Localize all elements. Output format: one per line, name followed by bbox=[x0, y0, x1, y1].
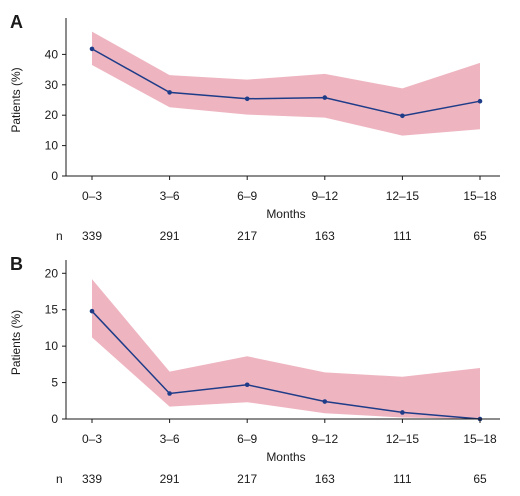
y-tick-label: 15 bbox=[45, 303, 59, 317]
n-value: 65 bbox=[473, 472, 487, 486]
y-axis-label: Patients (%) bbox=[9, 310, 23, 375]
x-tick-label: 12–15 bbox=[386, 432, 420, 446]
data-point bbox=[89, 46, 95, 52]
data-point bbox=[477, 98, 483, 104]
y-tick-label: 0 bbox=[51, 412, 58, 426]
y-tick-label: 10 bbox=[45, 339, 59, 353]
series-line bbox=[91, 310, 481, 420]
x-tick-label: 15–18 bbox=[463, 189, 497, 203]
n-value: 65 bbox=[473, 229, 487, 243]
y-tick-label: 5 bbox=[51, 376, 58, 390]
y-axis-label: Patients (%) bbox=[9, 67, 23, 132]
x-axis-label: Months bbox=[266, 450, 305, 464]
chart-panel-a: 0 10 20 30 40 0–3 3–6 6–9 9–12 12–15 15–18 Months Pa… bbox=[9, 12, 500, 243]
n-value: 217 bbox=[237, 229, 257, 243]
data-point bbox=[167, 90, 172, 95]
x-tick-label: 0–3 bbox=[82, 189, 102, 203]
series-line bbox=[91, 48, 481, 117]
panel-label: B bbox=[10, 254, 23, 274]
confidence-band bbox=[92, 279, 480, 419]
data-point bbox=[244, 96, 250, 102]
x-tick-label: 12–15 bbox=[386, 189, 420, 203]
n-value: 339 bbox=[82, 472, 102, 486]
x-axis-label: Months bbox=[266, 207, 305, 221]
data-point bbox=[400, 410, 405, 415]
panel-label: A bbox=[10, 12, 23, 32]
y-tick-label: 30 bbox=[45, 78, 59, 92]
y-tick-label: 20 bbox=[45, 266, 59, 280]
x-tick-label: 0–3 bbox=[82, 432, 102, 446]
chart-panel-b: 0 5 10 15 20 0–3 3–6 6–9 9–12 12–15 15–18 Months Pat… bbox=[9, 254, 500, 486]
data-point bbox=[322, 399, 328, 404]
n-value: 163 bbox=[315, 229, 335, 243]
x-tick-label: 6–9 bbox=[237, 189, 257, 203]
n-row-label: n bbox=[56, 472, 63, 486]
n-value: 217 bbox=[237, 472, 257, 486]
data-point bbox=[400, 113, 405, 119]
x-tick-label: 9–12 bbox=[311, 189, 338, 203]
x-tick-label: 3–6 bbox=[160, 189, 180, 203]
n-value: 111 bbox=[393, 472, 412, 486]
data-point bbox=[244, 382, 250, 388]
x-tick-label: 6–9 bbox=[237, 432, 257, 446]
n-value: 111 bbox=[393, 229, 412, 243]
confidence-band bbox=[92, 31, 480, 136]
data-point bbox=[89, 308, 95, 314]
x-tick-label: 9–12 bbox=[311, 432, 338, 446]
y-tick-label: 40 bbox=[45, 47, 59, 61]
y-tick-label: 20 bbox=[45, 108, 59, 122]
x-tick-label: 3–6 bbox=[160, 432, 180, 446]
y-tick-label: 10 bbox=[45, 139, 59, 153]
y-tick-label: 0 bbox=[51, 169, 58, 183]
n-value: 339 bbox=[82, 229, 102, 243]
n-value: 163 bbox=[315, 472, 335, 486]
x-tick-label: 15–18 bbox=[463, 432, 497, 446]
n-value: 291 bbox=[160, 472, 180, 486]
n-value: 291 bbox=[160, 229, 180, 243]
n-row-label: n bbox=[56, 229, 63, 243]
data-point bbox=[322, 95, 328, 100]
data-point bbox=[167, 391, 172, 396]
